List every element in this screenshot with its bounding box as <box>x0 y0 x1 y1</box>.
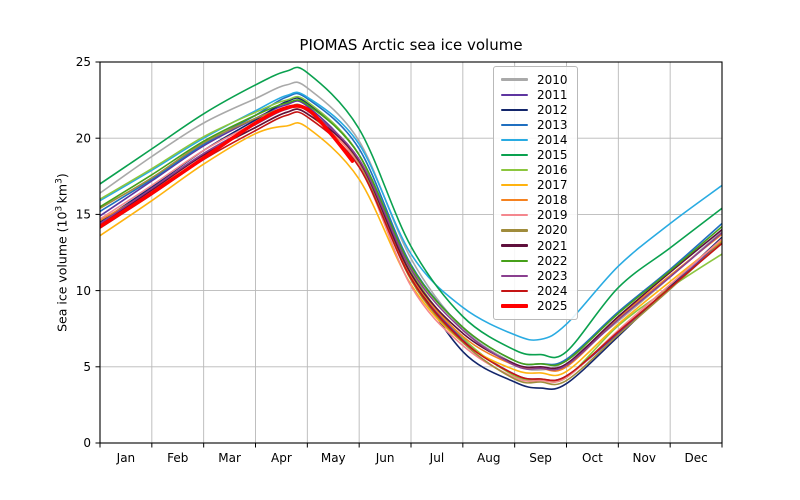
legend-item-2016: 2016 <box>501 163 568 178</box>
legend-line-swatch-2015 <box>501 153 528 157</box>
legend-line-swatch-2020 <box>501 229 528 232</box>
y-tick-label-20: 20 <box>76 131 91 145</box>
legend-label-2015: 2015 <box>537 148 568 163</box>
x-tick-label-aug: Aug <box>477 451 500 465</box>
legend-label-2010: 2010 <box>537 72 568 87</box>
legend-label-2014: 2014 <box>537 132 568 147</box>
legend-line-swatch-2011 <box>501 93 528 96</box>
x-tick-label-nov: Nov <box>633 451 656 465</box>
legend-item-2018: 2018 <box>501 193 568 208</box>
legend-item-2021: 2021 <box>501 238 568 253</box>
legend-item-2012: 2012 <box>501 102 568 117</box>
legend-label-2016: 2016 <box>537 163 568 178</box>
series-line-2015 <box>100 66 722 359</box>
legend-line-swatch-2024 <box>501 289 528 292</box>
legend-item-2024: 2024 <box>501 283 568 298</box>
legend-label-2024: 2024 <box>537 283 568 298</box>
legend: 2010 2011 2012 2013 2014 2015 2016 2017 2018 2019… <box>493 66 578 320</box>
legend-line-swatch-2016 <box>501 169 528 172</box>
x-tick-label-feb: Feb <box>167 451 188 465</box>
legend-item-2013: 2013 <box>501 117 568 132</box>
series-line-2024 <box>100 111 722 382</box>
y-axis-label: Sea ice volume (103 km3) <box>54 173 70 332</box>
legend-item-2019: 2019 <box>501 208 568 223</box>
legend-label-2017: 2017 <box>537 178 568 193</box>
y-tick-label-10: 10 <box>76 284 91 298</box>
x-tick-label-sep: Sep <box>529 451 552 465</box>
legend-item-2011: 2011 <box>501 87 568 102</box>
legend-label-2025: 2025 <box>537 298 568 313</box>
legend-label-2011: 2011 <box>537 87 568 102</box>
y-tick-label-0: 0 <box>83 436 91 450</box>
chart-title: PIOMAS Arctic sea ice volume <box>299 36 523 54</box>
legend-label-2012: 2012 <box>537 102 568 117</box>
x-tick-label-jul: Jul <box>429 451 444 465</box>
legend-item-2014: 2014 <box>501 132 568 147</box>
legend-line-swatch-2012 <box>501 108 528 111</box>
legend-line-swatch-2017 <box>501 184 528 187</box>
legend-line-swatch-2010 <box>501 78 528 81</box>
legend-item-2023: 2023 <box>501 268 568 283</box>
legend-label-2018: 2018 <box>537 193 568 208</box>
legend-label-2023: 2023 <box>537 268 568 283</box>
x-tick-label-may: May <box>321 451 346 465</box>
legend-label-2020: 2020 <box>537 223 568 238</box>
y-tick-label-25: 25 <box>76 55 91 69</box>
legend-line-swatch-2019 <box>501 214 528 217</box>
legend-line-swatch-2023 <box>501 274 528 277</box>
legend-item-2017: 2017 <box>501 178 568 193</box>
legend-item-2015: 2015 <box>501 147 568 162</box>
legend-label-2021: 2021 <box>537 238 568 253</box>
legend-line-swatch-2014 <box>501 138 528 142</box>
y-tick-label-15: 15 <box>76 208 91 222</box>
x-tick-label-apr: Apr <box>271 451 292 465</box>
legend-label-2019: 2019 <box>537 208 568 223</box>
legend-item-2010: 2010 <box>501 72 568 87</box>
x-tick-label-oct: Oct <box>582 451 603 465</box>
legend-label-2022: 2022 <box>537 253 568 268</box>
legend-item-2025: 2025 <box>501 298 568 313</box>
legend-item-2020: 2020 <box>501 223 568 238</box>
x-tick-label-jun: Jun <box>375 451 395 465</box>
x-tick-label-dec: Dec <box>684 451 707 465</box>
legend-line-swatch-2022 <box>501 259 528 262</box>
legend-line-swatch-2021 <box>501 244 528 247</box>
legend-line-swatch-2013 <box>501 123 528 126</box>
legend-line-swatch-2025 <box>501 303 528 308</box>
x-tick-label-jan: Jan <box>116 451 136 465</box>
y-tick-label-5: 5 <box>83 360 91 374</box>
x-tick-label-mar: Mar <box>218 451 241 465</box>
series-line-2022 <box>100 99 722 367</box>
legend-label-2013: 2013 <box>537 117 568 132</box>
series-line-2025 <box>100 104 355 229</box>
legend-item-2022: 2022 <box>501 253 568 268</box>
legend-line-swatch-2018 <box>501 199 528 202</box>
